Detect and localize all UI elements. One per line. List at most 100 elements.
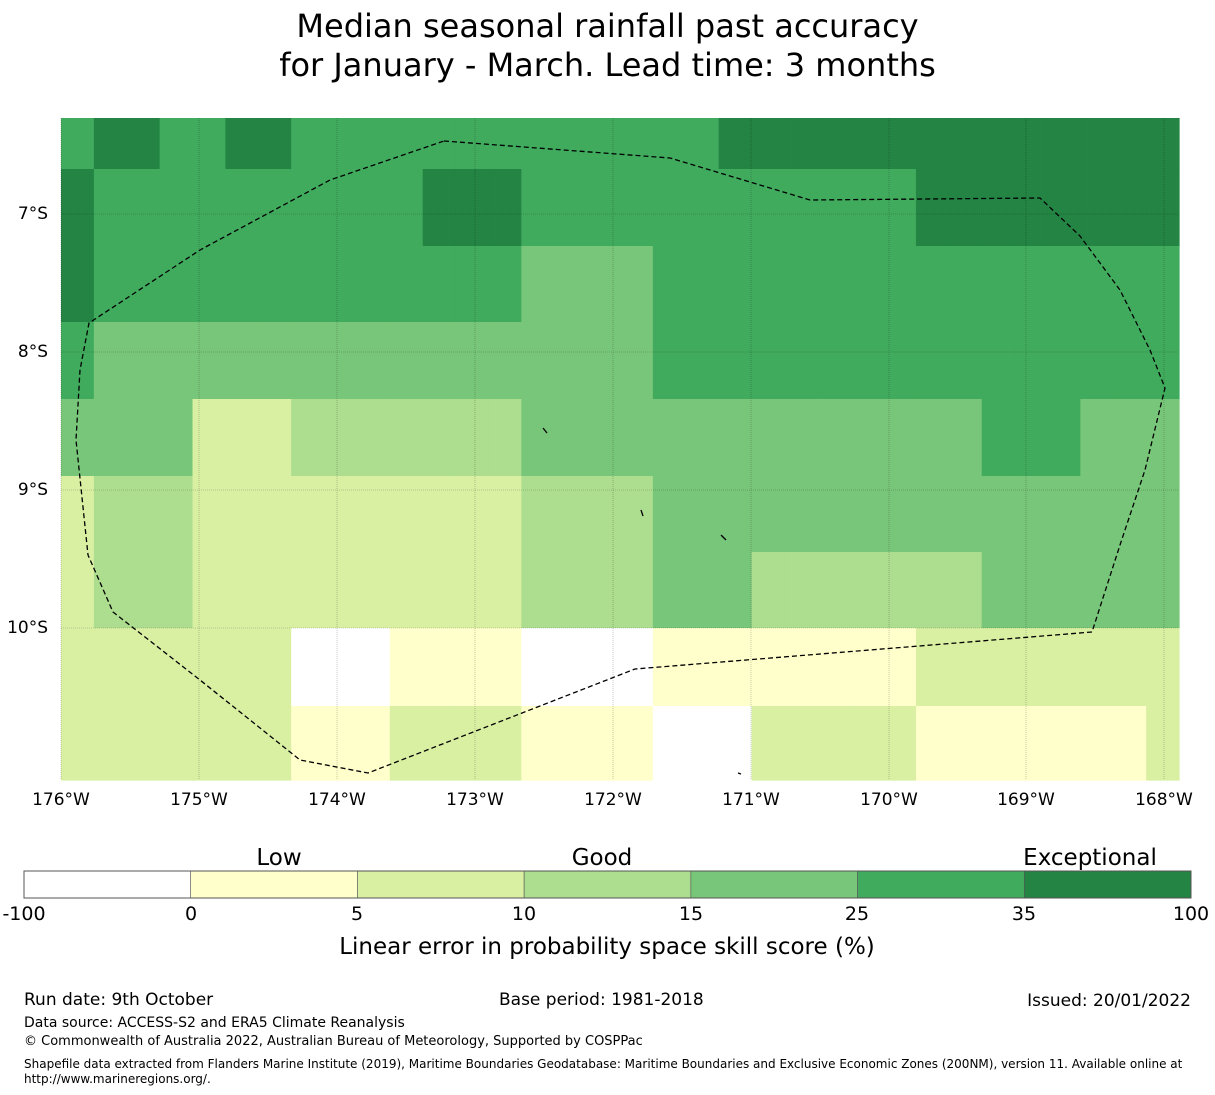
skill-cell — [455, 169, 490, 247]
skill-cell — [258, 118, 292, 170]
skill-cell — [488, 118, 522, 170]
skill-cell — [93, 169, 128, 247]
skill-cell — [192, 399, 227, 477]
skill-cell — [356, 169, 391, 247]
skill-cell — [389, 552, 424, 629]
skill-cell — [1080, 118, 1114, 170]
skill-cell — [817, 399, 851, 477]
skill-cell — [587, 476, 621, 553]
skill-cell — [948, 169, 983, 247]
skill-cell — [225, 628, 259, 707]
skill-cell — [784, 169, 818, 247]
skill-cell — [1113, 118, 1147, 170]
skill-cell — [751, 476, 786, 553]
skill-cell — [93, 118, 128, 170]
skill-cell — [192, 628, 227, 707]
lon-label: 169°W — [997, 790, 1055, 810]
skill-cell — [61, 628, 95, 707]
skill-cell — [159, 628, 194, 707]
skill-cell — [1047, 476, 1081, 553]
skill-cell — [258, 246, 292, 323]
skill-cell — [652, 118, 687, 170]
skill-cell — [258, 552, 292, 629]
colorbar-tick: 35 — [1012, 903, 1036, 925]
skill-cell — [291, 399, 325, 477]
skill-cell — [258, 706, 292, 781]
skill-cell — [685, 169, 720, 247]
skill-cell — [718, 399, 753, 477]
skill-cell — [948, 246, 983, 323]
skill-cell — [981, 322, 1016, 400]
skill-cell — [718, 118, 753, 170]
skill-cell — [455, 246, 490, 323]
skill-cell — [159, 399, 194, 477]
skill-cell — [1146, 706, 1180, 781]
skill-cell — [291, 322, 325, 400]
skill-cell — [784, 322, 818, 400]
skill-cell — [1113, 628, 1147, 707]
skill-cell — [850, 552, 884, 629]
skill-cell — [587, 399, 621, 477]
skill-cell — [356, 246, 391, 323]
skill-cell — [981, 552, 1016, 629]
skill-cell — [652, 476, 687, 553]
skill-cell — [455, 628, 490, 707]
skill-cell — [620, 628, 654, 707]
skill-cell — [817, 169, 851, 247]
skill-cell — [356, 552, 391, 629]
skill-cell — [126, 246, 161, 323]
skill-cell — [817, 246, 851, 323]
skill-cell — [915, 118, 950, 170]
skill-cell — [389, 322, 424, 400]
skill-cell — [126, 476, 161, 553]
skill-cell — [258, 322, 292, 400]
skill-cell — [389, 246, 424, 323]
skill-cell — [1047, 552, 1081, 629]
colorbar — [23, 870, 1192, 899]
colorbar-swatch — [357, 870, 525, 899]
colorbar-tick: 25 — [845, 903, 869, 925]
skill-cell — [159, 322, 194, 400]
skill-cell — [718, 552, 753, 629]
skill-cell — [685, 118, 720, 170]
skill-cell — [883, 118, 917, 170]
lat-label: 8°S — [18, 342, 48, 362]
skill-cell — [620, 706, 654, 781]
skill-cell — [389, 399, 424, 477]
skill-cell — [554, 476, 588, 553]
colorbar-swatch — [190, 870, 358, 899]
map-title-line-1: Median seasonal rainfall past accuracy — [296, 7, 919, 45]
skill-cell — [422, 552, 457, 629]
skill-cell — [587, 322, 621, 400]
skill-cell — [554, 706, 588, 781]
skill-cell — [126, 706, 161, 781]
skill-cell — [455, 706, 490, 781]
skill-cell — [521, 552, 555, 629]
skill-cell — [1047, 628, 1081, 707]
skill-cell — [1080, 169, 1114, 247]
skill-cell — [422, 118, 457, 170]
skill-cell — [389, 476, 424, 553]
skill-cell — [521, 628, 555, 707]
skill-cell — [685, 246, 720, 323]
skill-cell — [1014, 118, 1049, 170]
skill-grid — [61, 118, 1180, 781]
skill-cell — [324, 169, 358, 247]
lon-label: 168°W — [1135, 790, 1193, 810]
skill-cell — [291, 706, 325, 781]
skill-cell — [817, 118, 851, 170]
skill-cell — [521, 246, 555, 323]
skill-cell — [784, 246, 818, 323]
skill-cell — [192, 706, 227, 781]
skill-cell — [1113, 322, 1147, 400]
skill-cell — [915, 628, 950, 707]
island — [720, 534, 727, 541]
skill-cell — [981, 476, 1016, 553]
skill-cell — [455, 118, 490, 170]
skill-cell — [850, 169, 884, 247]
skill-cell — [587, 169, 621, 247]
colorbar-swatch — [690, 870, 858, 899]
skill-cell — [751, 169, 786, 247]
skill-cell — [1080, 246, 1114, 323]
skill-cell — [948, 118, 983, 170]
